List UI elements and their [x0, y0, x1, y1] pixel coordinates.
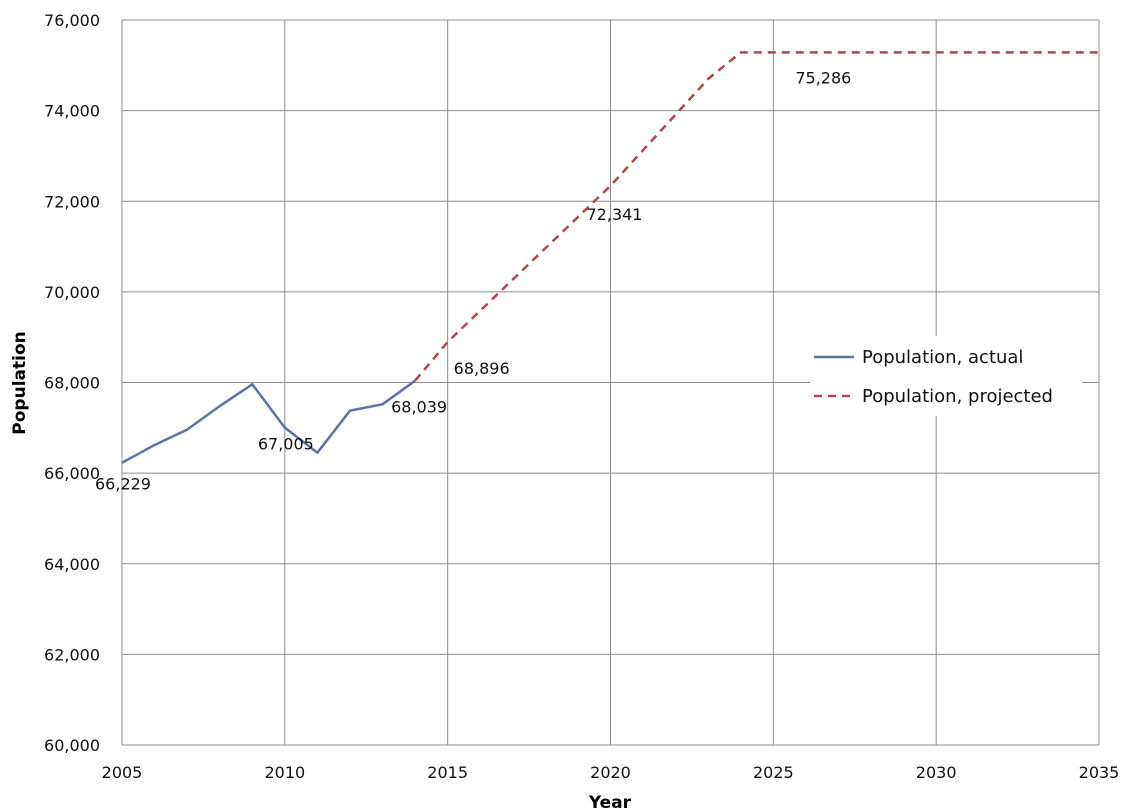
x-tick-label: 2015	[427, 763, 468, 782]
y-tick-label: 68,000	[44, 374, 100, 393]
grid-lines	[121, 19, 1100, 746]
x-tick-label: 2005	[102, 763, 143, 782]
y-tick-label: 66,000	[44, 464, 100, 483]
y-tick-label: 64,000	[44, 555, 100, 574]
data-label: 75,286	[795, 68, 851, 87]
x-tick-label: 2035	[1079, 763, 1120, 782]
x-axis-ticks: 2005 2010 2015 2020 2025 2030 2035	[102, 763, 1120, 782]
data-label: 68,896	[454, 359, 510, 378]
y-tick-label: 74,000	[44, 102, 100, 121]
y-tick-label: 62,000	[44, 645, 100, 664]
legend: Population, actual Population, projected	[810, 336, 1082, 416]
series-line-actual	[121, 379, 416, 464]
y-axis-title: Population	[10, 331, 30, 434]
x-axis-title: Year	[588, 793, 632, 812]
y-tick-label: 76,000	[44, 11, 100, 30]
series-lines	[121, 51, 1099, 464]
data-labels: 66,229 67,005 68,039 68,896 72,341 75,286	[95, 68, 851, 493]
y-tick-label: 72,000	[44, 192, 100, 211]
x-tick-label: 2030	[916, 763, 957, 782]
x-tick-label: 2025	[753, 763, 794, 782]
x-tick-label: 2010	[264, 763, 305, 782]
data-label: 72,341	[587, 205, 643, 224]
y-axis-ticks: 60,000 62,000 64,000 66,000 68,000 70,000 72,0…	[44, 11, 100, 755]
legend-label-projected: Population, projected	[862, 386, 1053, 407]
y-tick-label: 60,000	[44, 736, 100, 755]
data-label: 68,039	[391, 398, 447, 417]
y-tick-label: 70,000	[44, 283, 100, 302]
data-label: 66,229	[95, 475, 151, 494]
data-label: 67,005	[258, 435, 314, 454]
legend-label-actual: Population, actual	[862, 347, 1023, 368]
x-tick-label: 2020	[590, 763, 631, 782]
series-line-projected	[414, 51, 1099, 382]
